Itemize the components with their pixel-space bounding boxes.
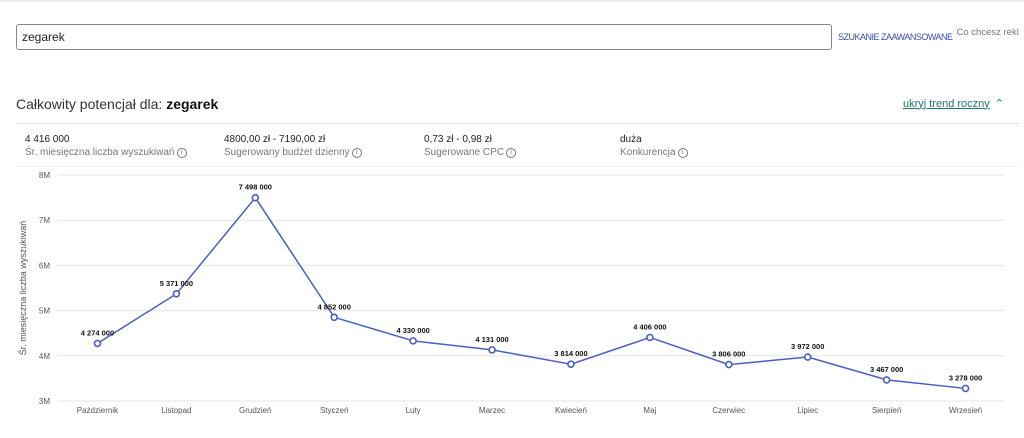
stat-label: Sugerowane CPC <box>424 147 505 158</box>
data-label: 3 806 000 <box>712 350 745 359</box>
chevron-up-icon[interactable]: ⌃ <box>994 98 1004 110</box>
data-point <box>93 339 102 348</box>
y-axis-label: Śr. miesięczna liczba wyszukiwań <box>17 221 28 356</box>
info-icon[interactable]: i <box>506 147 517 158</box>
data-label: 4 330 000 <box>396 326 429 335</box>
stat-competition: duża Konkurencja i <box>620 134 688 158</box>
data-point <box>961 384 970 393</box>
title-prefix: Całkowity potencjał dla: <box>16 96 163 112</box>
top-divider <box>0 0 1024 2</box>
data-point <box>724 360 733 369</box>
x-tick-label: Marzec <box>479 406 505 415</box>
y-tick-label: 4M <box>39 352 50 361</box>
data-label: 4 274 000 <box>81 328 114 337</box>
y-tick-label: 3M <box>39 397 50 406</box>
trend-toggle[interactable]: ukryj trend roczny ⌃ <box>902 97 1004 111</box>
y-tick-label: 5M <box>39 307 50 316</box>
side-prompt-text: Co chcesz rekl <box>956 27 1019 38</box>
info-icon[interactable]: i <box>176 147 187 158</box>
data-label: 3 972 000 <box>791 342 824 351</box>
x-tick-label: Październik <box>77 406 119 415</box>
data-point <box>882 376 891 384</box>
stat-label: Konkurencja <box>620 147 676 158</box>
x-tick-label: Lipiec <box>797 406 818 415</box>
search-input[interactable]: zegarek <box>16 24 832 50</box>
x-tick-label: Listopad <box>161 406 191 415</box>
stat-value: duża <box>620 134 642 145</box>
stat-label: Sugerowany budżet dzienny <box>224 147 350 158</box>
page-title: Całkowity potencjał dla: zegarek <box>16 96 218 112</box>
hide-trend-link[interactable]: ukryj trend roczny <box>902 97 990 110</box>
data-label: 7 498 000 <box>239 183 272 192</box>
data-label: 4 852 000 <box>318 302 351 311</box>
info-icon[interactable]: i <box>351 147 362 158</box>
search-side: SZUKANIE ZAAWANSOWANE Co chcesz rekl <box>838 27 1019 42</box>
data-point <box>409 337 417 345</box>
info-icon[interactable]: i <box>677 147 688 158</box>
y-tick-label: 6M <box>39 261 50 270</box>
advanced-search-link[interactable]: SZUKANIE ZAAWANSOWANE <box>838 32 953 42</box>
data-label: 3 467 000 <box>870 365 903 374</box>
x-tick-label: Styczeń <box>320 406 348 415</box>
stat-cpc: 0,73 zł - 0,98 zł Sugerowane CPC i <box>424 134 517 158</box>
divider <box>16 123 1020 124</box>
data-label: 4 131 000 <box>475 335 508 344</box>
stat-value: 0,73 zł - 0,98 zł <box>424 134 492 145</box>
x-tick-label: Czerwiec <box>712 406 745 415</box>
x-tick-label: Maj <box>643 406 656 415</box>
title-keyword: zegarek <box>166 96 219 112</box>
data-point <box>646 333 654 342</box>
data-point <box>172 290 181 298</box>
data-point <box>803 353 812 361</box>
data-label: 3 814 000 <box>554 349 587 358</box>
x-tick-label: Sierpień <box>872 406 901 415</box>
x-tick-label: Kwiecień <box>555 406 587 415</box>
divider <box>16 166 1020 167</box>
data-label: 5 371 000 <box>160 279 193 288</box>
stat-searches: 4 416 000 Śr. miesięczna liczba wyszukiwa… <box>25 134 187 158</box>
stat-budget: 4800,00 zł - 7190,00 zł Sugerowany budżet… <box>224 134 362 158</box>
stat-value: 4800,00 zł - 7190,00 zł <box>224 134 326 145</box>
data-point <box>251 193 260 202</box>
x-tick-label: Grudzień <box>239 406 271 415</box>
y-tick-label: 8M <box>39 171 50 180</box>
series-line <box>97 196 966 390</box>
x-tick-label: Luty <box>406 406 421 415</box>
stat-value: 4 416 000 <box>25 134 70 145</box>
data-point <box>567 360 575 369</box>
data-point <box>488 346 496 354</box>
x-tick-label: Wrzesień <box>949 406 982 415</box>
data-point <box>330 313 339 322</box>
stat-label: Śr. miesięczna liczba wyszukiwań <box>25 147 175 158</box>
data-label: 3 278 000 <box>949 373 982 382</box>
data-label: 4 406 000 <box>633 322 666 331</box>
y-tick-label: 7M <box>39 216 50 225</box>
